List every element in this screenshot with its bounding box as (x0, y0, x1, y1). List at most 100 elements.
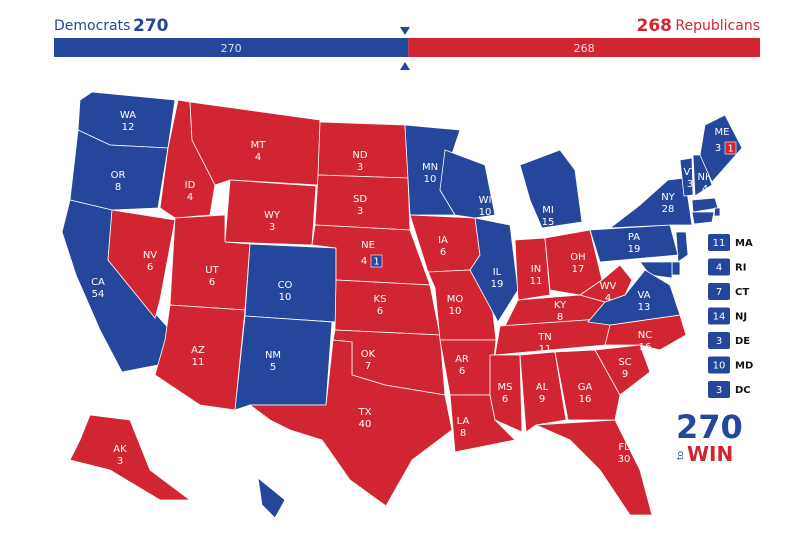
callout-abbr: CT (735, 287, 749, 298)
state-votes: 3 (687, 179, 693, 190)
state-votes: 10 (424, 174, 437, 185)
state-shape (691, 211, 715, 225)
state-shape (675, 231, 689, 263)
midpoint-marker (400, 62, 410, 70)
split-votes: 1 (373, 257, 379, 268)
logo-word: WIN (687, 442, 733, 466)
state-abbr: LA (457, 416, 470, 427)
state-votes: 10 (479, 207, 492, 218)
state-shape (679, 157, 694, 197)
state-shape (69, 414, 192, 501)
state-shape (579, 264, 633, 303)
state-shape (692, 154, 713, 197)
state-abbr: MS (498, 382, 513, 393)
logo-small: to (676, 450, 686, 460)
state-abbr: AK (113, 444, 127, 455)
state-votes: 8 (557, 312, 563, 323)
state-shape (535, 419, 653, 516)
state-abbr: HI (247, 495, 257, 506)
state-votes: 4 (702, 184, 708, 195)
state-abbr: MN (422, 162, 438, 173)
state-abbr: MT (251, 140, 267, 151)
state-votes: 6 (502, 394, 508, 405)
state-abbr: ME (715, 127, 730, 138)
callout-votes: 4 (716, 263, 722, 274)
state-votes: 16 (639, 342, 652, 353)
callout-box (708, 381, 730, 398)
state-abbr: PA (628, 232, 640, 243)
state-abbr: SC (618, 357, 631, 368)
state-abbr: WA (120, 110, 136, 121)
state-shape (234, 315, 333, 411)
state-votes: 6 (459, 366, 465, 377)
callout-abbr: MA (735, 238, 753, 249)
state-votes: 10 (449, 306, 462, 317)
state-votes: 54 (92, 289, 105, 300)
state-abbr: AL (536, 382, 549, 393)
left-bar-value: 270 (221, 42, 242, 55)
state-votes: 3 (117, 456, 123, 467)
state-votes: 19 (491, 279, 504, 290)
state-shape (334, 279, 441, 336)
right-total: 268 (637, 16, 673, 36)
state-shape (519, 149, 583, 229)
small-state-list: 11 MA 4 RI 7 CT 14 NJ 3 DE 10 MD 3 DC (708, 234, 753, 398)
state-votes: 11 (192, 357, 205, 368)
state-shape (449, 394, 516, 453)
state-abbr: FL (618, 442, 630, 453)
state-votes: 17 (572, 264, 585, 275)
state-votes: 10 (279, 292, 292, 303)
split-box (370, 254, 383, 268)
state-votes: 3 (269, 222, 275, 233)
left-bar (54, 38, 409, 57)
state-votes: 9 (539, 394, 545, 405)
state-votes: 12 (122, 122, 135, 133)
state-abbr: NV (143, 250, 157, 261)
state-shape (713, 207, 721, 217)
state-abbr: GA (578, 382, 593, 393)
callout-abbr: RI (735, 263, 746, 274)
callout-box (708, 283, 730, 300)
state-shape (594, 344, 651, 396)
state-abbr: IN (531, 264, 541, 275)
state-votes: 16 (579, 394, 592, 405)
state-votes: 6 (147, 262, 153, 273)
split-box (724, 141, 737, 155)
callout-votes: 11 (713, 238, 726, 249)
callout-abbr: DC (735, 385, 751, 396)
state-votes: 3 (715, 143, 721, 154)
callout-box (708, 258, 730, 276)
state-abbr: WI (479, 195, 492, 206)
vote-bar: 270 268 (54, 38, 760, 57)
state-shape (107, 209, 176, 319)
state-abbr: UT (205, 265, 219, 276)
state-abbr: VA (637, 290, 650, 301)
state-votes: 4 (255, 152, 261, 163)
callout-box (708, 356, 730, 374)
callout-votes: 3 (716, 336, 722, 347)
callout-votes: 14 (713, 312, 726, 323)
split-votes: 1 (727, 144, 733, 155)
state-abbr: SD (353, 194, 367, 205)
state-abbr: NE (361, 240, 375, 251)
state-votes: 6 (377, 306, 383, 317)
state-shape (608, 177, 693, 229)
state-abbr: MI (542, 205, 554, 216)
state-abbr: ID (185, 180, 196, 191)
state-votes: 3 (357, 206, 363, 217)
state-shape (671, 261, 681, 276)
state-abbr: OK (361, 349, 376, 360)
state-shape (514, 237, 551, 301)
state-abbr: CA (91, 277, 105, 288)
state-votes: 11 (530, 276, 543, 287)
callout-box (708, 234, 730, 251)
state-abbr: OR (111, 170, 126, 181)
left-total: 270 (133, 16, 169, 36)
state-votes: 6 (209, 277, 215, 288)
state-abbr: KS (374, 294, 387, 305)
state-votes: 3 (357, 162, 363, 173)
right-bar-value: 268 (574, 42, 595, 55)
state-abbr: NM (265, 350, 281, 361)
callout-abbr: MD (735, 361, 753, 372)
